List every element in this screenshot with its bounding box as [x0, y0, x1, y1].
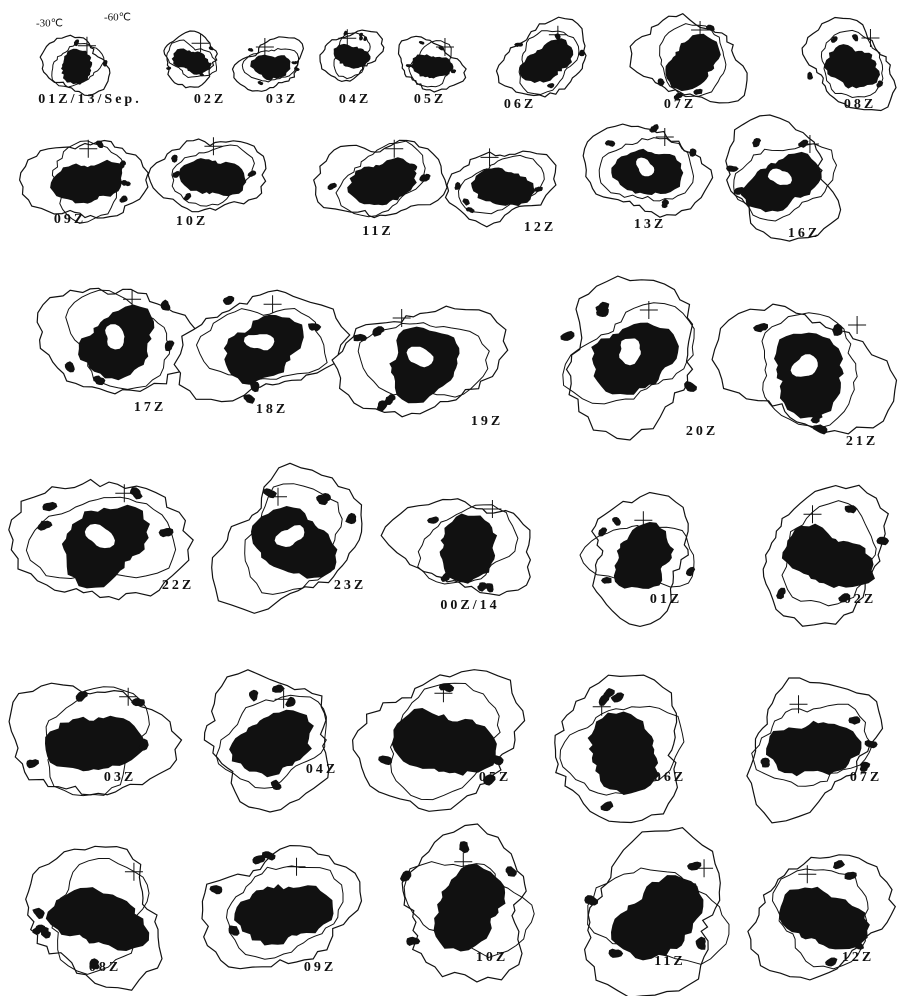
frame-label: 03Z: [104, 770, 136, 785]
typhoon-figure: -30℃ -60℃ 01Z/13/Sep. 02Z 03Z 04Z 05Z 06Z 07Z 0…: [0, 0, 913, 996]
frame-label: 17Z: [134, 400, 166, 415]
frame-label: 07Z: [850, 770, 882, 785]
frame-label: 10Z: [476, 950, 508, 965]
cloud-cell: [250, 381, 260, 392]
frame-label: 12Z: [524, 220, 556, 235]
cloud-cell: [584, 895, 598, 905]
frame-label: 05Z: [414, 92, 446, 107]
frame-label: 11Z: [362, 224, 394, 239]
frame-label: 01Z: [650, 592, 682, 607]
frame-label: 04Z: [306, 762, 338, 777]
frame-label: 21Z: [846, 434, 878, 449]
frame-label: 06Z: [504, 97, 536, 112]
cloud-cell: [243, 394, 255, 404]
frame-label: 07Z: [664, 97, 696, 112]
frame-label: 13Z: [634, 217, 666, 232]
legend-60: -60℃: [104, 12, 131, 24]
frame-label: 04Z: [339, 92, 371, 107]
cloud-cell: [832, 324, 843, 336]
frame-label: 09Z: [54, 212, 86, 227]
frame-label: 10Z: [176, 214, 208, 229]
cloud-cell: [807, 72, 813, 80]
frame-label: 16Z: [788, 226, 820, 241]
center-cross: [848, 316, 866, 334]
frame-label: 23Z: [334, 578, 366, 593]
cloud-cell: [248, 48, 253, 52]
frame-label: 02Z: [194, 92, 226, 107]
cloud-cell: [684, 381, 697, 392]
frame-label: 11Z: [654, 954, 686, 969]
frame-label: 01Z/13/Sep.: [38, 92, 141, 107]
frame-label: 08Z: [844, 97, 876, 112]
cloud-cell: [686, 567, 695, 577]
frame-label: 00Z/14: [440, 598, 499, 613]
cloud-cell: [560, 331, 574, 341]
legend-30: -30℃: [36, 18, 63, 30]
frame-label: 03Z: [266, 92, 298, 107]
cloud-cell: [223, 296, 235, 305]
frame-label: 20Z: [686, 424, 718, 439]
frame-label: 22Z: [162, 578, 194, 593]
frame-label: 08Z: [89, 960, 121, 975]
frame-label: 05Z: [479, 770, 511, 785]
frame-label: 12Z: [842, 950, 874, 965]
frame-label: 06Z: [654, 770, 686, 785]
frame-label: 19Z: [471, 414, 503, 429]
cloud-cell: [649, 124, 658, 133]
frame-label: 09Z: [304, 960, 336, 975]
frame-label: 18Z: [256, 402, 288, 417]
frame-label: 02Z: [844, 592, 876, 607]
